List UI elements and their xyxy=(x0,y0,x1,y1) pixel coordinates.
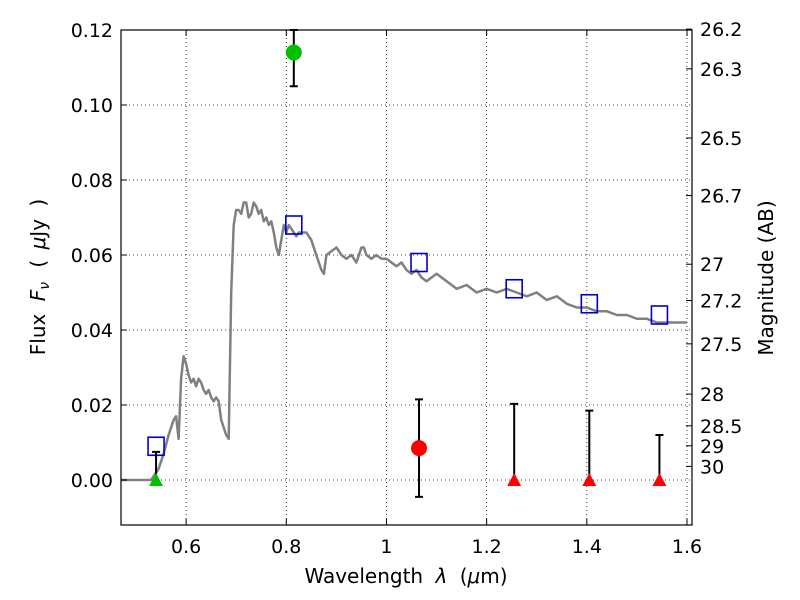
y-axis-label: Flux Fν ( μJy ) xyxy=(26,199,54,355)
x-tick-label: 1 xyxy=(380,536,392,558)
magnitude-tick-label: 27.5 xyxy=(700,334,742,356)
magnitude-axis-label: Magnitude (AB) xyxy=(754,200,778,355)
x-tick-label: 1.4 xyxy=(572,536,602,558)
magnitude-tick-label: 27.2 xyxy=(700,291,742,313)
magnitude-tick-label: 30 xyxy=(700,456,724,478)
x-tick-label: 0.8 xyxy=(271,536,301,558)
x-tick-label: 0.6 xyxy=(171,536,201,558)
magnitude-tick-label: 26.3 xyxy=(700,59,742,81)
magnitude-tick-label: 26.2 xyxy=(700,19,742,41)
magnitude-tick-label: 26.7 xyxy=(700,186,742,208)
y-tick-label: 0.02 xyxy=(71,395,113,417)
magnitude-tick-label: 27 xyxy=(700,254,724,276)
detection-point xyxy=(411,440,428,457)
upper-limit-marker xyxy=(582,473,597,486)
upper-limit-marker xyxy=(652,473,667,486)
x-tick-label: 1.2 xyxy=(472,536,502,558)
x-tick-label: 1.6 xyxy=(672,536,702,558)
magnitude-tick-label: 28 xyxy=(700,384,724,406)
model-photometry-point xyxy=(580,293,599,314)
magnitude-tick-label: 29 xyxy=(700,436,724,458)
model-photometry-point xyxy=(410,252,428,273)
y-tick-label: 0.04 xyxy=(71,320,113,342)
y-tick-label: 0.08 xyxy=(71,170,113,192)
model-photometry-point xyxy=(285,215,303,235)
upper-limit-marker xyxy=(507,473,522,486)
plot-area xyxy=(121,29,687,498)
y-tick-label: 0.06 xyxy=(71,245,113,267)
axis-ticks: 0.6 0.8 1 1.2 1.4 1.6 0.00 0.02 0.04 0.06 0.08 0.10… xyxy=(71,19,743,558)
detection-point xyxy=(285,44,302,61)
y-tick-label: 0.00 xyxy=(71,470,113,492)
y-tick-label: 0.12 xyxy=(71,20,113,42)
magnitude-tick-label: 28.5 xyxy=(700,416,742,438)
axes-frame xyxy=(120,29,693,526)
magnitude-tick-label: 26.5 xyxy=(700,128,742,150)
x-axis-label: Wavelength λ (μm) xyxy=(304,564,507,588)
grid xyxy=(121,29,692,525)
model-photometry-point xyxy=(505,278,523,299)
model-photometry-point xyxy=(650,305,669,325)
upper-limit-marker xyxy=(149,473,164,486)
model-sed-line xyxy=(121,201,687,482)
y-tick-label: 0.10 xyxy=(71,95,113,117)
